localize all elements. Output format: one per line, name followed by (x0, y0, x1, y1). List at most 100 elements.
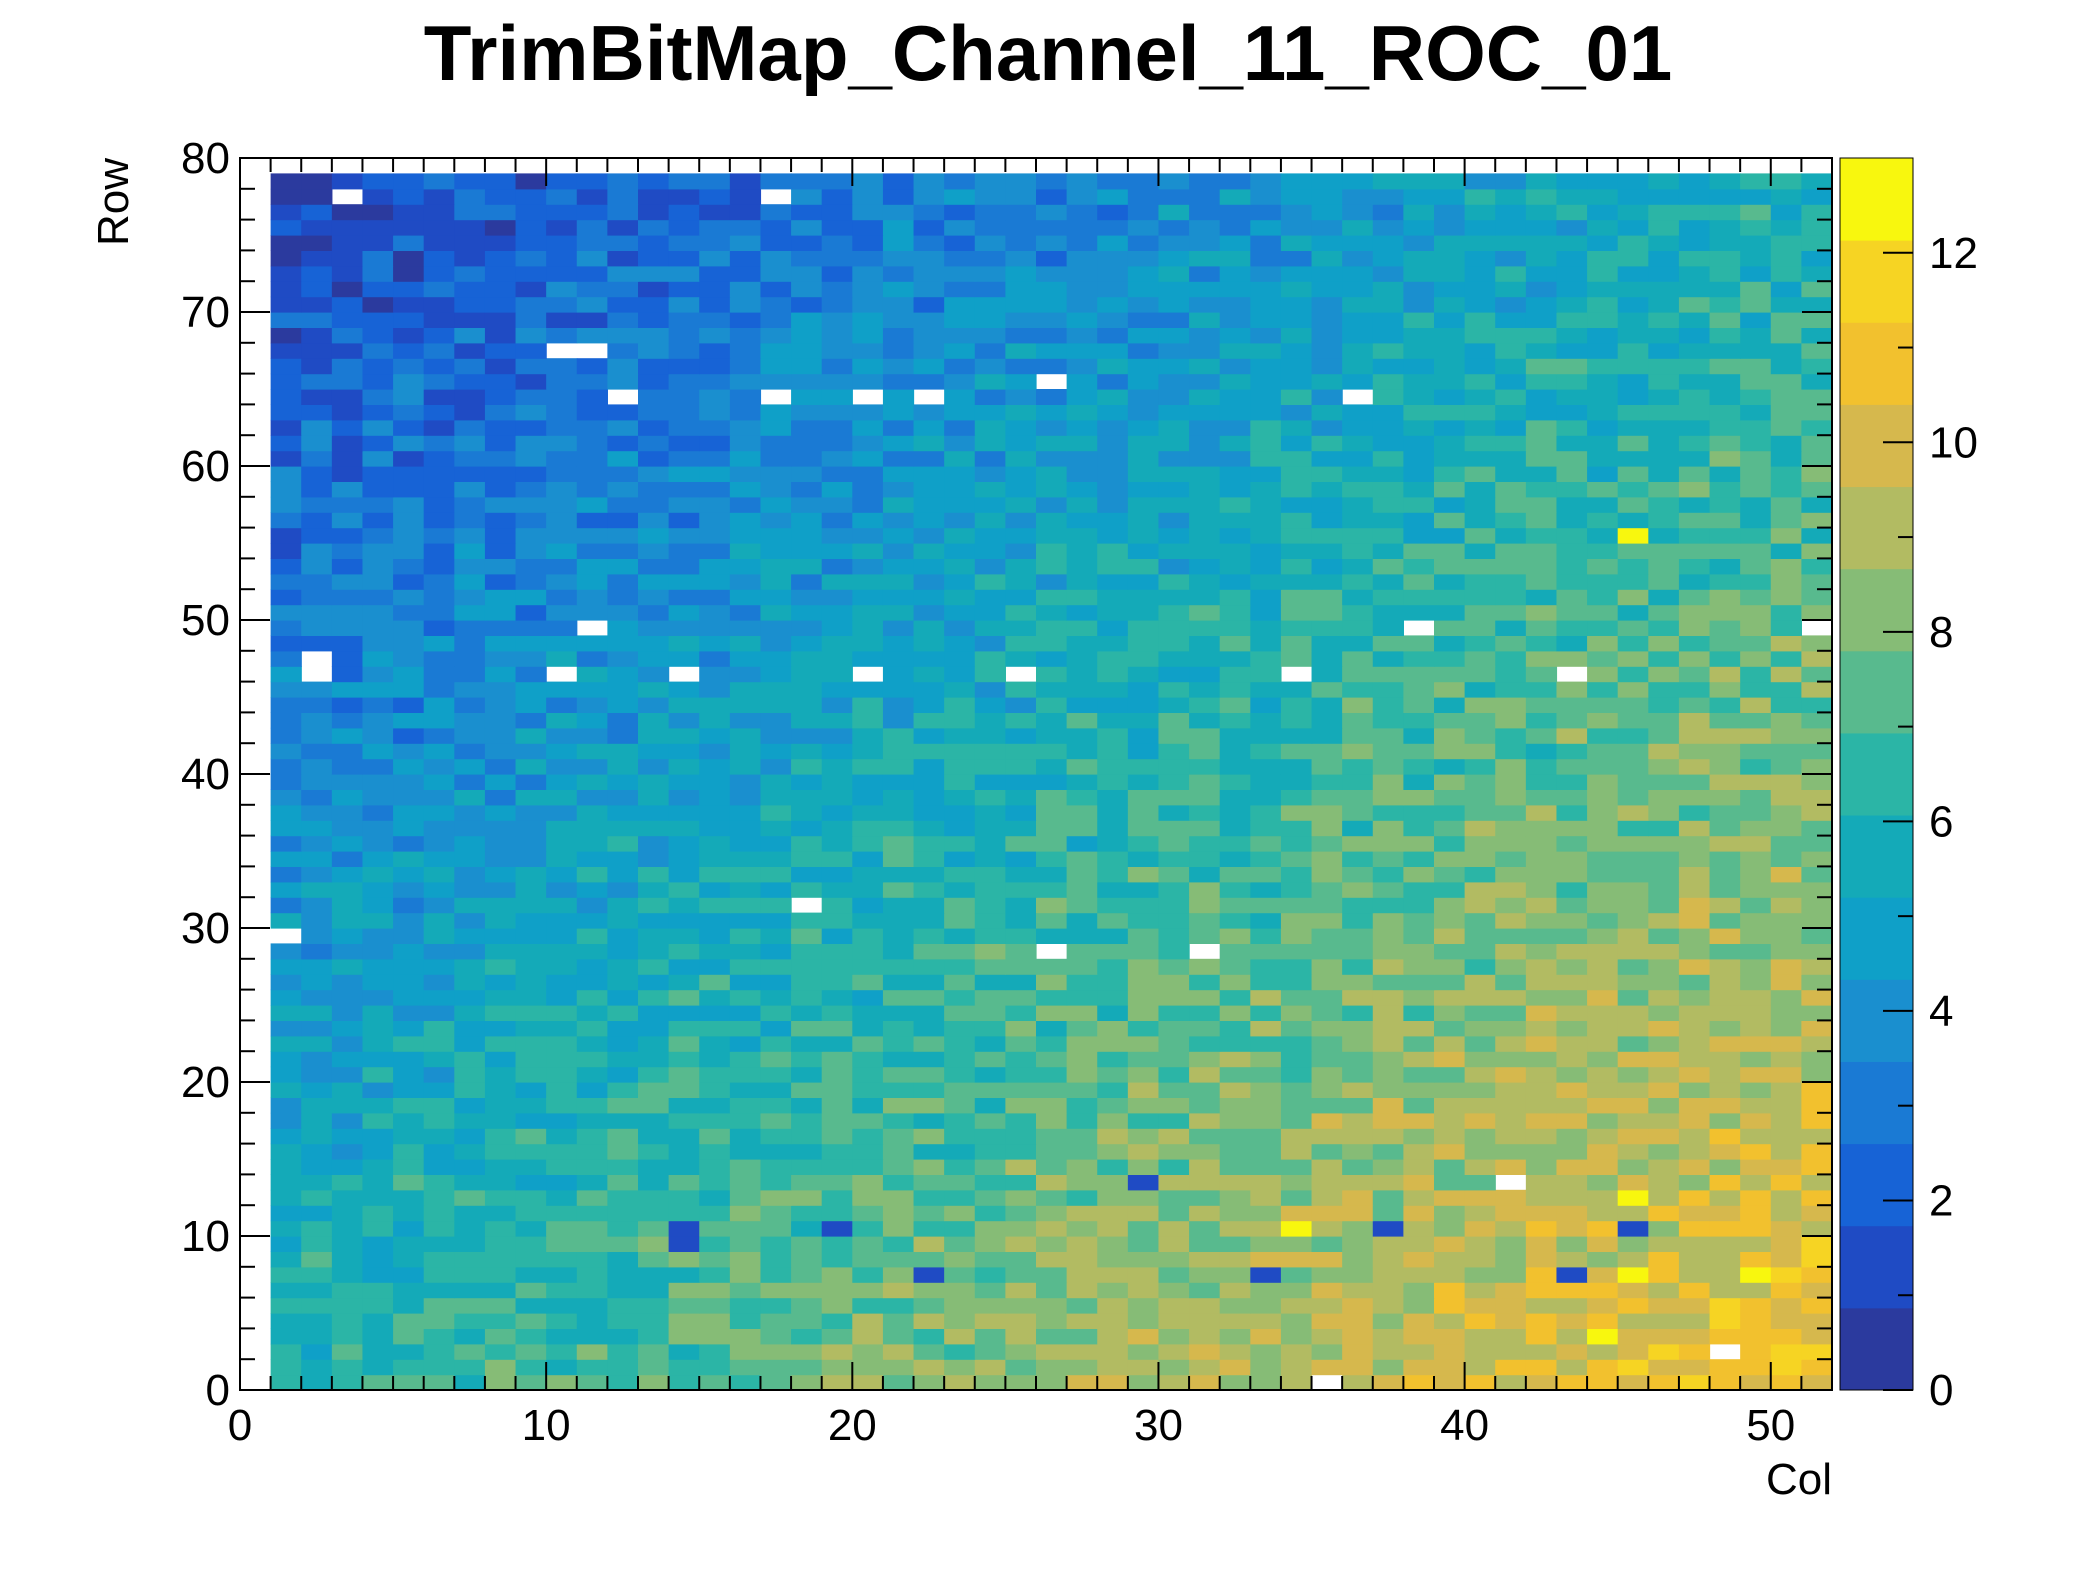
heatmap-cell (576, 1220, 608, 1237)
heatmap-cell (1158, 758, 1190, 775)
heatmap-cell (270, 958, 302, 975)
heatmap-cell (821, 866, 853, 883)
heatmap-cell (393, 1174, 425, 1191)
heatmap-cell (1311, 404, 1343, 421)
heatmap-cell (729, 496, 762, 513)
heatmap-cell (1525, 620, 1558, 636)
heatmap-cell (821, 712, 853, 729)
heatmap-cell (423, 758, 455, 775)
heatmap-cell (1036, 743, 1068, 760)
heatmap-cell (1250, 758, 1282, 775)
heatmap-cell (1770, 650, 1802, 667)
heatmap-cell (1464, 1174, 1496, 1191)
heatmap-cell (1495, 758, 1527, 775)
heatmap-cell (576, 604, 608, 621)
heatmap-cell (270, 435, 302, 452)
heatmap-cell (760, 881, 792, 898)
heatmap-cell (1464, 1112, 1496, 1129)
heatmap-cell (729, 466, 762, 482)
heatmap-cell (1464, 373, 1496, 390)
heatmap-cell (882, 774, 915, 790)
heatmap-cell (852, 1020, 884, 1037)
heatmap-cell (362, 481, 394, 498)
heatmap-cell (576, 219, 608, 236)
heatmap-cell (791, 1328, 823, 1345)
heatmap-cell (1066, 1005, 1098, 1021)
heatmap-cell (546, 789, 578, 806)
heatmap-cell (1617, 188, 1649, 205)
heatmap-cell (668, 527, 700, 544)
heatmap-cell (1770, 881, 1802, 898)
heatmap-cell (882, 1297, 915, 1314)
heatmap-cell (362, 820, 394, 837)
heatmap-cell (607, 1035, 639, 1052)
heatmap-cell (791, 358, 823, 375)
heatmap-cell (301, 789, 333, 806)
heatmap-cell (546, 866, 578, 883)
heatmap-cell (1587, 789, 1619, 806)
heatmap-cell (913, 712, 945, 729)
heatmap-cell (607, 727, 639, 744)
heatmap-cell (974, 1020, 1006, 1037)
heatmap-cell (1127, 312, 1160, 328)
heatmap-cell (1189, 589, 1221, 606)
heatmap-cell (362, 342, 394, 359)
heatmap-cell (1189, 1359, 1221, 1376)
heatmap-cell (1280, 558, 1313, 575)
heatmap-cell (1556, 712, 1588, 729)
heatmap-cell (1036, 866, 1068, 883)
heatmap-cell (270, 589, 302, 606)
heatmap-cell (1219, 835, 1251, 852)
heatmap-cell (1801, 804, 1833, 821)
heatmap-cell (576, 681, 608, 698)
heatmap-cell (331, 1159, 364, 1175)
heatmap-cell (1280, 219, 1313, 236)
heatmap-cell (1709, 235, 1741, 251)
heatmap-cell (1372, 1374, 1404, 1391)
heatmap-cell (301, 1297, 333, 1314)
heatmap-cell (852, 1066, 884, 1083)
heatmap-cell (546, 389, 578, 405)
heatmap-cell (944, 727, 976, 744)
heatmap-cell (882, 1005, 915, 1021)
heatmap-cell (484, 1128, 517, 1145)
heatmap-cell (1678, 435, 1711, 452)
heatmap-cell (1189, 296, 1221, 313)
heatmap-cell (1219, 881, 1251, 898)
heatmap-cell (1066, 974, 1098, 991)
heatmap-cell (1280, 943, 1313, 960)
heatmap-cell (1342, 204, 1374, 221)
heatmap-cell (1127, 1189, 1160, 1206)
heatmap-cell (1372, 1128, 1404, 1145)
heatmap-cell (944, 1189, 976, 1206)
heatmap-cell (1678, 1035, 1711, 1052)
heatmap-cell (423, 697, 455, 713)
heatmap-cell (1556, 373, 1588, 390)
heatmap-cell (1005, 573, 1037, 590)
heatmap-cell (1311, 250, 1343, 267)
heatmap-cell (1740, 558, 1772, 575)
heatmap-cell (1556, 419, 1588, 436)
heatmap-cell (882, 974, 915, 991)
heatmap-cell (1280, 604, 1313, 621)
heatmap-cell (607, 881, 639, 898)
heatmap-cell (1740, 1236, 1772, 1252)
heatmap-cell (852, 419, 884, 436)
heatmap-cell (423, 389, 455, 405)
heatmap-cell (1372, 1112, 1404, 1129)
heatmap-cell (1709, 1020, 1741, 1037)
heatmap-cell (729, 866, 762, 883)
heatmap-cell (1097, 1020, 1129, 1037)
heatmap-cell (1556, 851, 1588, 867)
heatmap-cell (1709, 1189, 1741, 1206)
heatmap-cell (668, 1051, 700, 1068)
heatmap-cell (454, 989, 486, 1006)
heatmap-cell (1801, 281, 1833, 298)
heatmap-cell (974, 820, 1006, 837)
heatmap-cell (1556, 435, 1588, 452)
heatmap-cell (760, 1374, 792, 1391)
heatmap-cell (301, 1128, 333, 1145)
heatmap-cell (974, 712, 1006, 729)
heatmap-cell (944, 697, 976, 713)
heatmap-cell (1525, 743, 1558, 760)
